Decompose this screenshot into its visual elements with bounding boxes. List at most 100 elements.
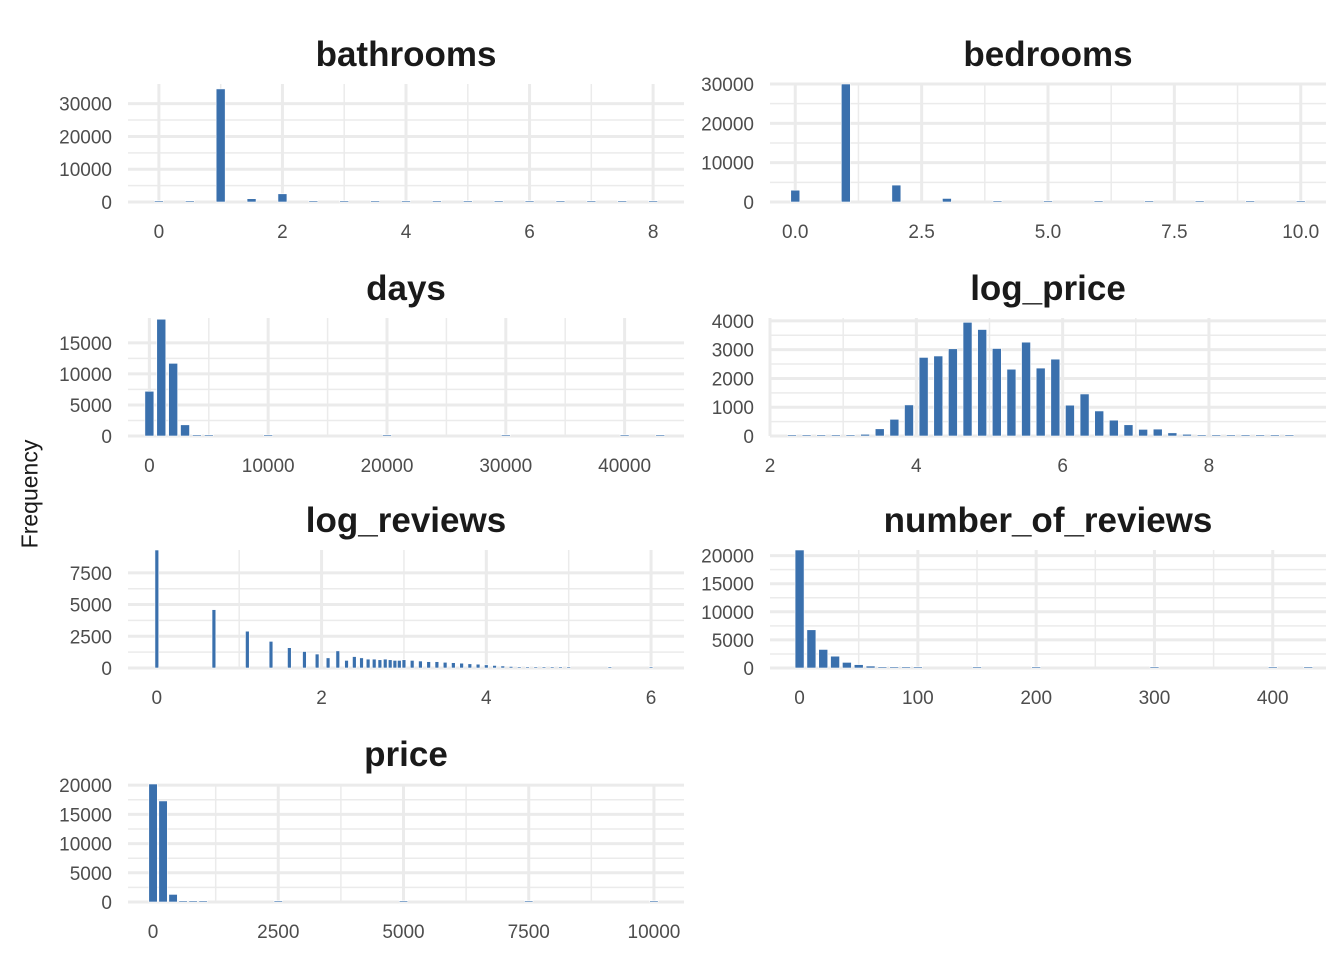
histogram-bar bbox=[842, 662, 852, 669]
x-tick-label: 4 bbox=[481, 688, 492, 709]
histogram-bar bbox=[1269, 434, 1280, 437]
histogram-bar bbox=[383, 658, 388, 669]
histogram-bar bbox=[451, 662, 456, 669]
bars bbox=[144, 318, 666, 437]
histogram-bar bbox=[992, 200, 1003, 203]
histogram-bar bbox=[1194, 200, 1205, 203]
x-tick-label: 7.5 bbox=[1161, 222, 1187, 243]
histogram-bar bbox=[648, 200, 658, 203]
panel-title: log_price bbox=[970, 269, 1126, 308]
histogram-bar bbox=[841, 83, 851, 203]
histogram-bar bbox=[517, 666, 522, 669]
x-tick-label: 2 bbox=[765, 456, 776, 477]
histogram-bar bbox=[901, 666, 911, 669]
panel-price: price 0 5000 10000 15000 20000 0 2500 5000 7500 10… bbox=[59, 735, 684, 943]
y-tick-label: 30000 bbox=[59, 95, 112, 116]
histogram-bar bbox=[566, 666, 571, 669]
histogram-bar bbox=[500, 665, 505, 669]
y-tick-label: 20000 bbox=[701, 114, 754, 135]
x-tick-label: 2.5 bbox=[908, 222, 934, 243]
y-tick-label: 4000 bbox=[712, 312, 754, 333]
x-tick-label: 0 bbox=[154, 222, 165, 243]
histogram-bar bbox=[398, 900, 409, 903]
histogram-bar bbox=[335, 650, 340, 669]
histogram-bar bbox=[475, 663, 481, 669]
histogram-bar bbox=[203, 434, 214, 437]
histogram-bar bbox=[154, 549, 160, 669]
y-tick-label: 10000 bbox=[59, 160, 112, 181]
x-tick-label: 8 bbox=[648, 222, 659, 243]
histogram-bar bbox=[168, 363, 178, 437]
histogram-bar bbox=[418, 660, 423, 669]
y-tick-label: 5000 bbox=[70, 596, 112, 617]
y-tick-label: 10000 bbox=[701, 154, 754, 175]
histogram-bar bbox=[184, 200, 195, 203]
histogram-bar bbox=[246, 198, 257, 203]
histogram-bar bbox=[1109, 419, 1119, 437]
histogram-bar bbox=[158, 800, 168, 903]
histogram-bar bbox=[462, 200, 473, 203]
gridlines bbox=[770, 82, 1326, 204]
histogram-bar bbox=[1167, 432, 1178, 437]
histogram-bar bbox=[801, 434, 812, 437]
y-tick-label: 2500 bbox=[70, 627, 112, 648]
histogram-bar bbox=[302, 651, 307, 669]
histogram-bar bbox=[1295, 200, 1306, 203]
x-tick-label: 300 bbox=[1139, 688, 1171, 709]
x-tick-label: 6 bbox=[646, 688, 657, 709]
histogram-bar bbox=[1245, 200, 1255, 203]
histogram-bar bbox=[277, 193, 288, 203]
panel-title: bathrooms bbox=[316, 35, 497, 74]
x-tick-label: 30000 bbox=[479, 456, 532, 477]
histogram-bar bbox=[525, 666, 530, 669]
histogram-bar bbox=[942, 198, 952, 203]
y-tick-label: 2000 bbox=[712, 369, 754, 390]
x-tick-label: 7500 bbox=[508, 922, 550, 943]
panel-title: bedrooms bbox=[963, 35, 1132, 74]
histogram-bar bbox=[365, 658, 371, 669]
histogram-bar bbox=[1267, 666, 1278, 669]
histogram-bar bbox=[555, 200, 566, 203]
bars bbox=[154, 88, 658, 203]
histogram-bar bbox=[1226, 434, 1236, 437]
histogram-bar bbox=[156, 318, 167, 437]
bars bbox=[794, 549, 1314, 669]
y-tick-label: 0 bbox=[743, 193, 754, 214]
y-tick-label: 15000 bbox=[59, 334, 112, 355]
x-tick-label: 10000 bbox=[628, 922, 681, 943]
histogram-bar bbox=[154, 200, 164, 203]
panel-log-price: log_price 0 1000 2000 3000 4000 2 4 6 8 bbox=[712, 269, 1326, 477]
y-tick-label: 5000 bbox=[70, 864, 112, 885]
histogram-bar bbox=[188, 900, 198, 903]
histogram-bar bbox=[308, 200, 319, 203]
histogram-bar bbox=[432, 200, 442, 203]
histogram-bar bbox=[339, 200, 350, 203]
bars bbox=[787, 322, 1295, 437]
histogram-bar bbox=[1079, 393, 1090, 437]
bars bbox=[154, 549, 654, 669]
histogram-bar bbox=[268, 641, 274, 669]
histogram-bar bbox=[492, 665, 497, 669]
histogram-bar bbox=[467, 663, 473, 669]
histogram-bar bbox=[493, 200, 504, 203]
histogram-bar bbox=[1138, 429, 1148, 437]
histogram-bar bbox=[387, 659, 393, 669]
histogram-bar bbox=[889, 419, 900, 437]
y-tick-label: 5000 bbox=[70, 396, 112, 417]
histogram-bar bbox=[1284, 434, 1295, 437]
y-tick-label: 20000 bbox=[59, 127, 112, 148]
panel-number-of-reviews: number_of_reviews 0 5000 10000 15000 20000 0 10… bbox=[701, 501, 1326, 709]
x-tick-label: 5000 bbox=[382, 922, 424, 943]
histogram-bar bbox=[787, 434, 797, 437]
histogram-bar bbox=[148, 783, 158, 903]
histogram-bar bbox=[484, 664, 489, 669]
x-tick-label: 4 bbox=[911, 456, 922, 477]
x-tick-label: 400 bbox=[1257, 688, 1289, 709]
histogram-bar bbox=[972, 666, 982, 669]
histogram-bar bbox=[655, 434, 666, 437]
histogram-bar bbox=[1144, 200, 1154, 203]
histogram-bar bbox=[617, 200, 628, 203]
histogram-bar bbox=[314, 653, 320, 669]
histogram-bar bbox=[198, 900, 208, 903]
